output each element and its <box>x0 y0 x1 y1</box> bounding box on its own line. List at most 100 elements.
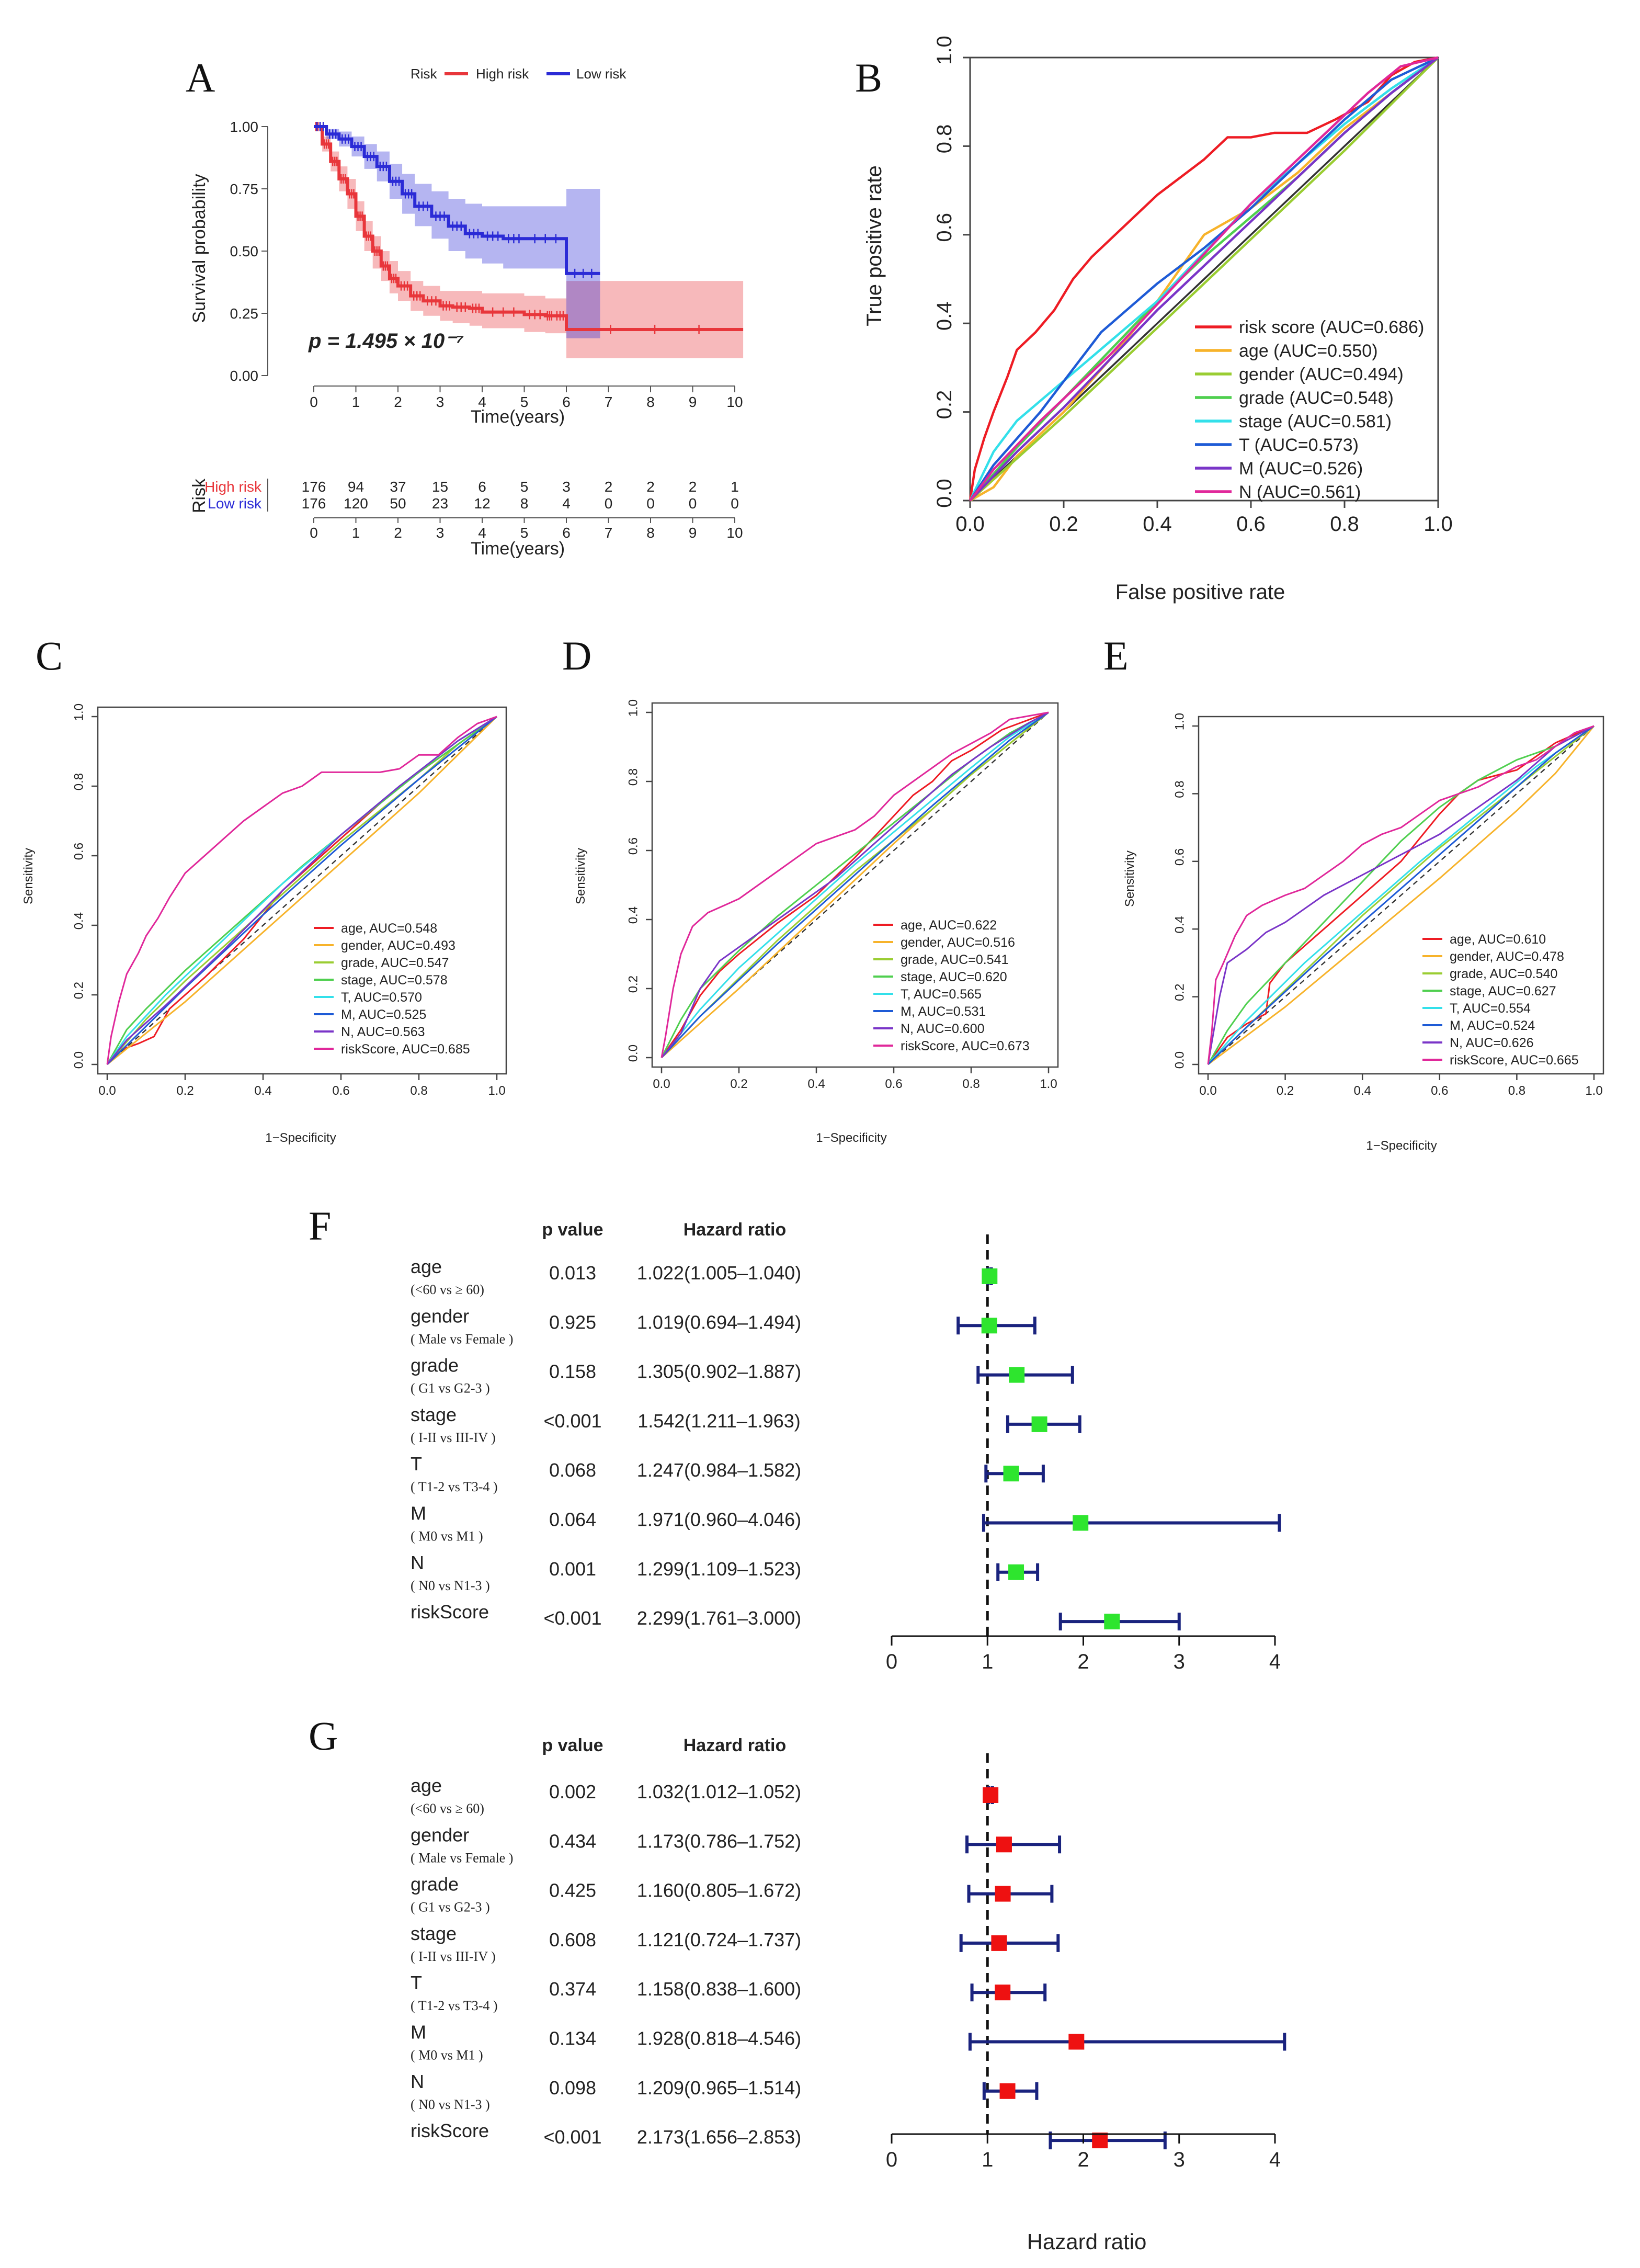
roc-curve-grade <box>660 711 1049 1059</box>
roc-y-tick-label: 0.0 <box>627 1045 641 1062</box>
forest-row: stage ( I-II vs III-IV ) 0.608 1.121(0.724–… <box>411 1923 1060 1964</box>
forest-plot-f: age (<60 vs ≥ 60) 0.013 1.022(1.005–1.040) g… <box>411 1234 1281 1673</box>
risk-table-x-tick-label: 10 <box>726 525 743 541</box>
km-x-tick-label: 3 <box>436 394 445 410</box>
roc-legend-label: T, AUC=0.554 <box>1450 1001 1531 1016</box>
forest-x-tick-label: 2 <box>1077 2148 1089 2171</box>
forest-row-pvalue: 0.013 <box>549 1262 596 1284</box>
panel-letter-b: B <box>855 55 882 100</box>
roc-frame <box>969 56 1439 502</box>
risk-table-cell: 176 <box>302 479 326 495</box>
forest-row-sublabel: (<60 vs ≥ 60) <box>411 1282 484 1297</box>
forest-row-hr-text: 1.247(0.984–1.582) <box>637 1459 801 1481</box>
forest-row-hr-text: 1.121(0.724–1.737) <box>637 1929 801 1951</box>
km-ci-band-high-risk <box>314 127 744 358</box>
roc-curve-t <box>969 56 1439 502</box>
forest-row-pvalue: 0.158 <box>549 1361 596 1382</box>
forest-row-pvalue: 0.925 <box>549 1311 596 1333</box>
roc-curve-t <box>1207 725 1595 1065</box>
roc-x-tick-label: 0.6 <box>1236 513 1266 536</box>
forest-row-hr-text: 1.299(1.109–1.523) <box>637 1558 801 1580</box>
risk-table-cell: 120 <box>344 495 368 512</box>
roc-frame <box>651 702 1059 1068</box>
roc-legend-label: grade, AUC=0.547 <box>341 956 449 970</box>
panel-letter-e: E <box>1103 633 1129 678</box>
roc-x-tick-label: 0.4 <box>254 1084 271 1098</box>
roc-y-tick-label: 0.8 <box>1173 780 1187 798</box>
forest-hr-marker <box>1092 2133 1108 2149</box>
roc-frame <box>97 706 507 1075</box>
roc-legend-label: grade, AUC=0.540 <box>1450 967 1557 981</box>
risk-table-cell: 0 <box>689 495 697 512</box>
roc-y-tick-label: 0.8 <box>933 124 956 154</box>
roc-curve-grade <box>106 716 497 1065</box>
km-x-tick-label: 0 <box>310 394 318 410</box>
forest-row-sublabel: ( T1-2 vs T3-4 ) <box>411 1479 498 1494</box>
forest-row-hr-text: 1.971(0.960–4.046) <box>637 1509 801 1530</box>
risk-table-cell: 15 <box>432 479 448 495</box>
risk-table-x-tick-label: 5 <box>520 525 529 541</box>
roc-curve-gender <box>1208 725 1595 1065</box>
forest-g-pvalue-header: p value <box>542 1736 603 1755</box>
risk-table-xlabel: Time(years) <box>471 539 565 559</box>
roc-legend-label: gender (AUC=0.494) <box>1239 365 1404 384</box>
roc-curve-n <box>1207 725 1595 1065</box>
roc-y-tick-label: 0.2 <box>1173 984 1187 1001</box>
roc-legend-label: stage (AUC=0.581) <box>1239 412 1392 432</box>
roc-e-ylabel: Sensitivity <box>1123 850 1137 907</box>
forest-row-label: riskScore <box>411 2120 489 2141</box>
forest-row-hr-text: 1.158(0.838–1.600) <box>637 1978 801 2000</box>
roc-diagonal <box>1208 725 1595 1065</box>
forest-row-label: gender <box>411 1305 469 1326</box>
roc-legend-label: T (AUC=0.573) <box>1239 435 1359 455</box>
risk-table-cell: 2 <box>646 479 655 495</box>
roc-plot-d: 0.0 0.0 0.2 0.2 0.4 0.4 0.6 0.6 0.8 0.8 1.0 1.0 age,… <box>627 699 1059 1091</box>
roc-frame <box>1198 716 1604 1075</box>
risk-table-cell: 2 <box>689 479 697 495</box>
roc-legend-label: M, AUC=0.525 <box>341 1007 426 1022</box>
forest-row-pvalue: 0.068 <box>549 1459 596 1481</box>
roc-curve-n <box>106 716 497 1065</box>
roc-x-tick-label: 0.2 <box>730 1077 747 1091</box>
forest-row-sublabel: ( M0 vs M1 ) <box>411 2048 483 2063</box>
roc-legend-d: age, AUC=0.622 gender, AUC=0.516 grade, AU… <box>873 918 1030 1053</box>
risk-table-cell: 94 <box>348 479 364 495</box>
risk-table-x-tick-label: 8 <box>646 525 655 541</box>
risk-table-cell: 37 <box>390 479 406 495</box>
km-legend-title: Risk <box>411 66 438 82</box>
forest-row: N ( N0 vs N1-3 ) 0.098 1.209(0.965–1.514) <box>411 2071 1039 2112</box>
forest-row-label: grade <box>411 1355 459 1376</box>
panel-letter-a: A <box>186 55 215 100</box>
roc-y-tick-label: 1.0 <box>933 36 956 65</box>
forest-x-tick-label: 4 <box>1269 2148 1281 2171</box>
roc-x-tick-label: 1.0 <box>1423 513 1453 536</box>
forest-hr-marker <box>982 1268 998 1284</box>
forest-row: T ( T1-2 vs T3-4 ) 0.374 1.158(0.838–1.600) <box>411 1972 1047 2013</box>
forest-x-tick-label: 0 <box>886 2148 897 2171</box>
forest-row-pvalue: <0.001 <box>543 1410 601 1432</box>
roc-c-ylabel: Sensitivity <box>21 848 36 904</box>
roc-c-xlabel: 1−Specificity <box>265 1131 336 1145</box>
forest-row: gender ( Male vs Female ) 0.925 1.019(0.694… <box>411 1305 1037 1346</box>
roc-x-tick-label: 0.0 <box>955 513 985 536</box>
roc-x-tick-label: 0.6 <box>885 1077 902 1091</box>
forest-hr-marker <box>1003 1466 1019 1482</box>
km-x-tick-label: 8 <box>646 394 655 410</box>
risk-table-cell: 50 <box>390 495 406 512</box>
roc-b-ylabel: True positive rate <box>863 165 886 326</box>
forest-row-hr-text: 1.542(1.211–1.963) <box>637 1410 801 1432</box>
forest-hr-marker <box>999 2083 1016 2099</box>
km-legend: Risk High risk Low risk <box>411 66 627 82</box>
forest-row: grade ( G1 vs G2-3 ) 0.425 1.160(0.805–1.67… <box>411 1874 1054 1915</box>
forest-row-label: stage <box>411 1923 457 1944</box>
km-y-tick-label: 0.75 <box>230 181 259 197</box>
forest-row-hr-text: 1.019(0.694–1.494) <box>637 1311 801 1333</box>
roc-y-tick-label: 0.4 <box>72 912 86 929</box>
roc-y-tick-label: 1.0 <box>1173 713 1187 730</box>
roc-y-tick-label: 0.6 <box>72 843 86 860</box>
roc-y-tick-label: 0.6 <box>1173 848 1187 866</box>
forest-row-sublabel: ( I-II vs III-IV ) <box>411 1430 496 1445</box>
roc-legend-label: T, AUC=0.565 <box>901 987 982 1002</box>
forest-row-label: N <box>411 2071 424 2092</box>
